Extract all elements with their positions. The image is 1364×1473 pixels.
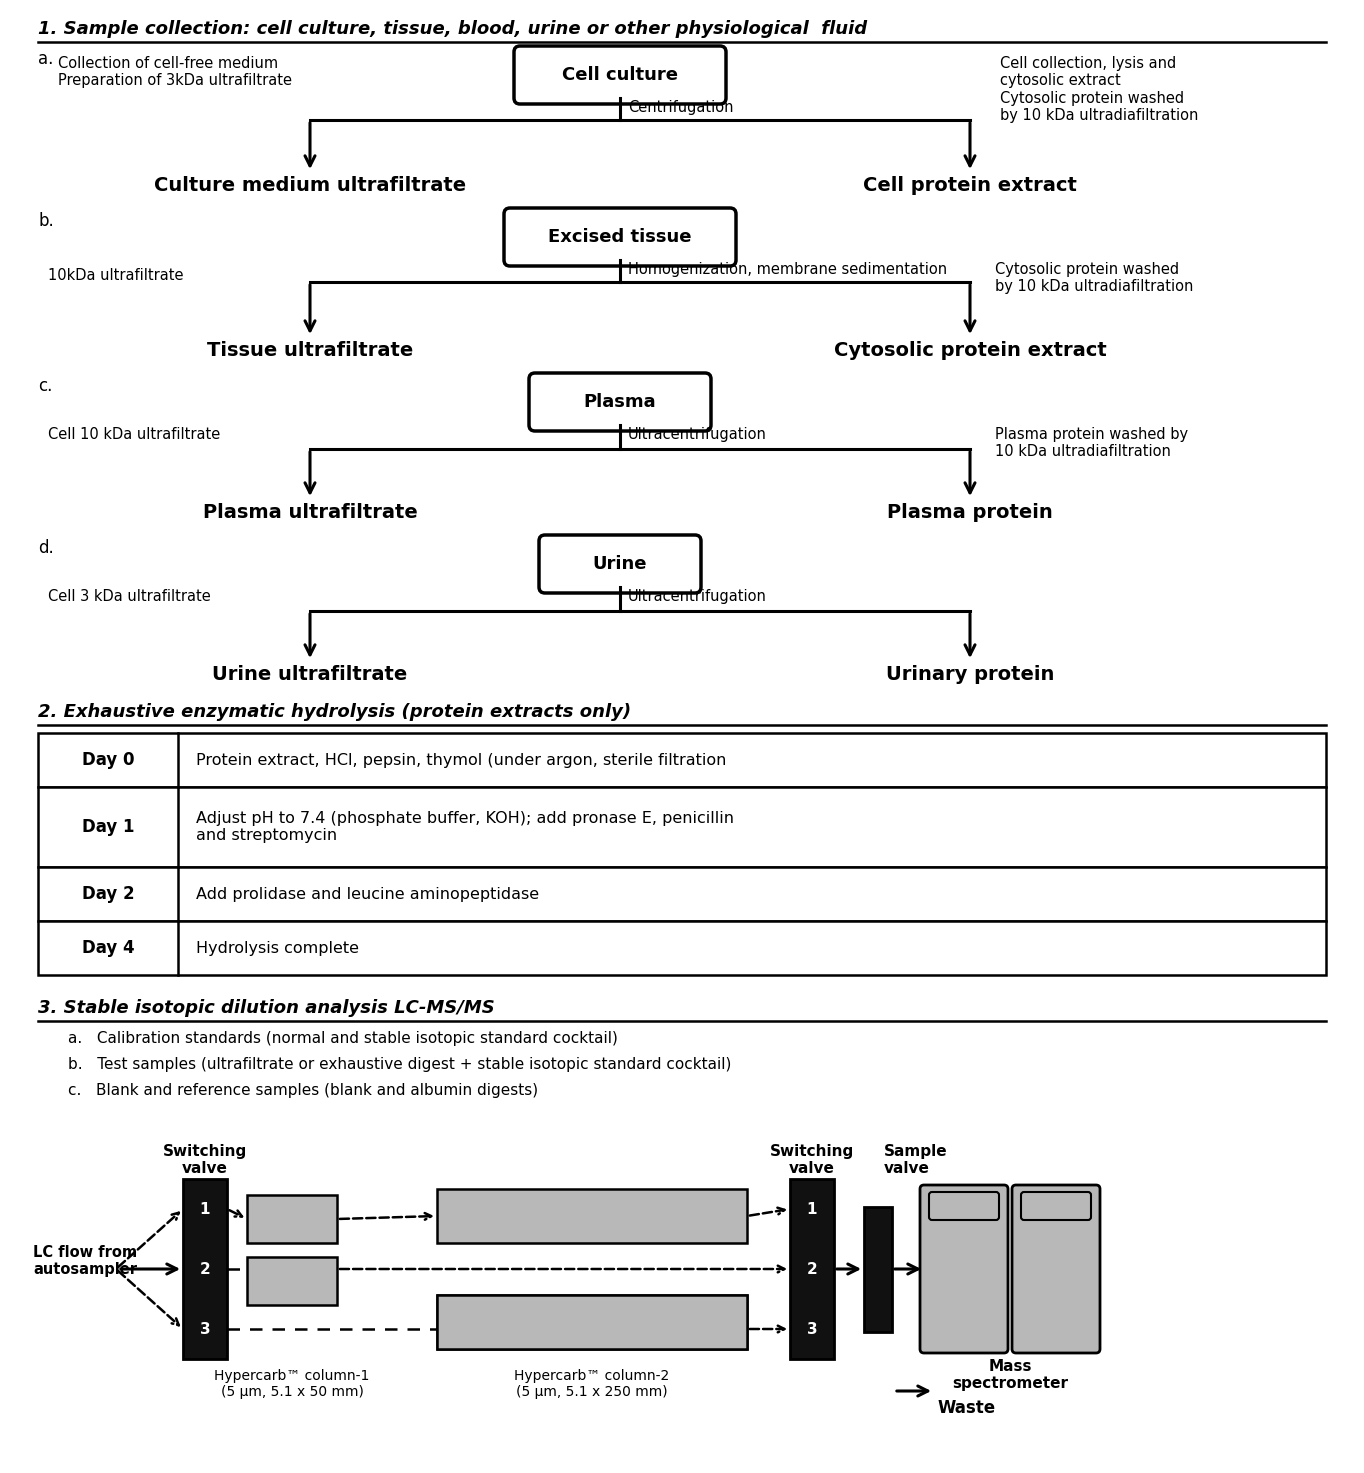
Text: Cell culture: Cell culture (562, 66, 678, 84)
Text: 1. Sample collection: cell culture, tissue, blood, urine or other physiological : 1. Sample collection: cell culture, tiss… (38, 21, 868, 38)
Text: Plasma protein washed by
10 kDa ultradiafiltration: Plasma protein washed by 10 kDa ultradia… (994, 427, 1188, 460)
Text: Day 2: Day 2 (82, 885, 134, 903)
Text: Sample
valve: Sample valve (884, 1145, 948, 1177)
Text: Urinary protein: Urinary protein (885, 664, 1054, 683)
FancyBboxPatch shape (919, 1184, 1008, 1354)
Text: 10kDa ultrafiltrate: 10kDa ultrafiltrate (48, 268, 184, 283)
FancyBboxPatch shape (1012, 1184, 1099, 1354)
Text: Mass
spectrometer: Mass spectrometer (952, 1360, 1068, 1392)
Text: Excised tissue: Excised tissue (548, 228, 692, 246)
Text: Day 1: Day 1 (82, 818, 134, 837)
Text: Cell 10 kDa ultrafiltrate: Cell 10 kDa ultrafiltrate (48, 427, 220, 442)
Text: Urine: Urine (593, 555, 648, 573)
Text: Hydrolysis complete: Hydrolysis complete (196, 940, 359, 956)
Text: b.: b. (38, 212, 53, 230)
Text: Hypercarb™ column-2
(5 μm, 5.1 x 250 mm): Hypercarb™ column-2 (5 μm, 5.1 x 250 mm) (514, 1368, 670, 1399)
Text: Centrifugation: Centrifugation (627, 100, 734, 115)
Text: c.: c. (38, 377, 52, 395)
Text: b.   Test samples (ultrafiltrate or exhaustive digest + stable isotopic standard: b. Test samples (ultrafiltrate or exhaus… (68, 1058, 731, 1072)
Text: 2: 2 (806, 1261, 817, 1277)
Text: Cytosolic protein washed
by 10 kDa ultradiafiltration: Cytosolic protein washed by 10 kDa ultra… (994, 262, 1194, 295)
Text: Plasma: Plasma (584, 393, 656, 411)
Text: Day 4: Day 4 (82, 938, 134, 957)
Text: a.: a. (38, 50, 53, 68)
Text: 1: 1 (199, 1202, 210, 1217)
Text: Hypercarb™ column-1
(5 μm, 5.1 x 50 mm): Hypercarb™ column-1 (5 μm, 5.1 x 50 mm) (214, 1368, 370, 1399)
Text: Switching
valve: Switching valve (769, 1145, 854, 1177)
FancyBboxPatch shape (514, 46, 726, 105)
Text: Add prolidase and leucine aminopeptidase: Add prolidase and leucine aminopeptidase (196, 887, 539, 901)
Bar (863, 1206, 892, 1332)
Text: 3. Stable isotopic dilution analysis LC-MS/MS: 3. Stable isotopic dilution analysis LC-… (38, 999, 495, 1016)
Text: d.: d. (38, 539, 53, 557)
Bar (183, 1178, 226, 1360)
Text: Protein extract, HCl, pepsin, thymol (under argon, sterile filtration: Protein extract, HCl, pepsin, thymol (un… (196, 753, 727, 767)
Bar (436, 1295, 747, 1349)
Bar (38, 734, 1326, 787)
Text: Adjust pH to 7.4 (phosphate buffer, KOH); add pronase E, penicillin
and streptom: Adjust pH to 7.4 (phosphate buffer, KOH)… (196, 810, 734, 843)
Bar (38, 921, 1326, 975)
Bar (436, 1189, 747, 1243)
Text: 1: 1 (806, 1202, 817, 1217)
Bar (436, 1295, 747, 1349)
Text: Cytosolic protein extract: Cytosolic protein extract (833, 342, 1106, 359)
Text: 2: 2 (199, 1261, 210, 1277)
Text: Plasma protein: Plasma protein (887, 502, 1053, 521)
Bar (38, 868, 1326, 921)
Text: Homogenization, membrane sedimentation: Homogenization, membrane sedimentation (627, 262, 947, 277)
Bar (38, 787, 1326, 868)
FancyBboxPatch shape (929, 1192, 998, 1220)
Text: Urine ultrafiltrate: Urine ultrafiltrate (213, 664, 408, 683)
Text: 3: 3 (806, 1321, 817, 1336)
Text: Waste: Waste (938, 1399, 996, 1417)
Text: c.   Blank and reference samples (blank and albumin digests): c. Blank and reference samples (blank an… (68, 1083, 539, 1097)
Text: Collection of cell-free medium
Preparation of 3kDa ultrafiltrate: Collection of cell-free medium Preparati… (59, 56, 292, 88)
Text: Cell protein extract: Cell protein extract (863, 175, 1078, 194)
FancyBboxPatch shape (539, 535, 701, 594)
FancyBboxPatch shape (529, 373, 711, 432)
Text: Switching
valve: Switching valve (162, 1145, 247, 1177)
Text: 2. Exhaustive enzymatic hydrolysis (protein extracts only): 2. Exhaustive enzymatic hydrolysis (prot… (38, 703, 632, 720)
Text: Ultracentrifugation: Ultracentrifugation (627, 589, 767, 604)
Text: Plasma ultrafiltrate: Plasma ultrafiltrate (203, 502, 417, 521)
Text: 3: 3 (199, 1321, 210, 1336)
Text: a.   Calibration standards (normal and stable isotopic standard cocktail): a. Calibration standards (normal and sta… (68, 1031, 618, 1046)
Text: Ultracentrifugation: Ultracentrifugation (627, 427, 767, 442)
FancyBboxPatch shape (1022, 1192, 1091, 1220)
Text: Tissue ultrafiltrate: Tissue ultrafiltrate (207, 342, 413, 359)
Text: Culture medium ultrafiltrate: Culture medium ultrafiltrate (154, 175, 466, 194)
Text: LC flow from
autosampler: LC flow from autosampler (33, 1245, 138, 1277)
Bar (247, 1256, 337, 1305)
Bar (790, 1178, 833, 1360)
Text: Cell 3 kDa ultrafiltrate: Cell 3 kDa ultrafiltrate (48, 589, 211, 604)
Text: Cell collection, lysis and
cytosolic extract
Cytosolic protein washed
by 10 kDa : Cell collection, lysis and cytosolic ext… (1000, 56, 1199, 124)
Text: Day 0: Day 0 (82, 751, 134, 769)
Bar (247, 1195, 337, 1243)
FancyBboxPatch shape (505, 208, 737, 267)
